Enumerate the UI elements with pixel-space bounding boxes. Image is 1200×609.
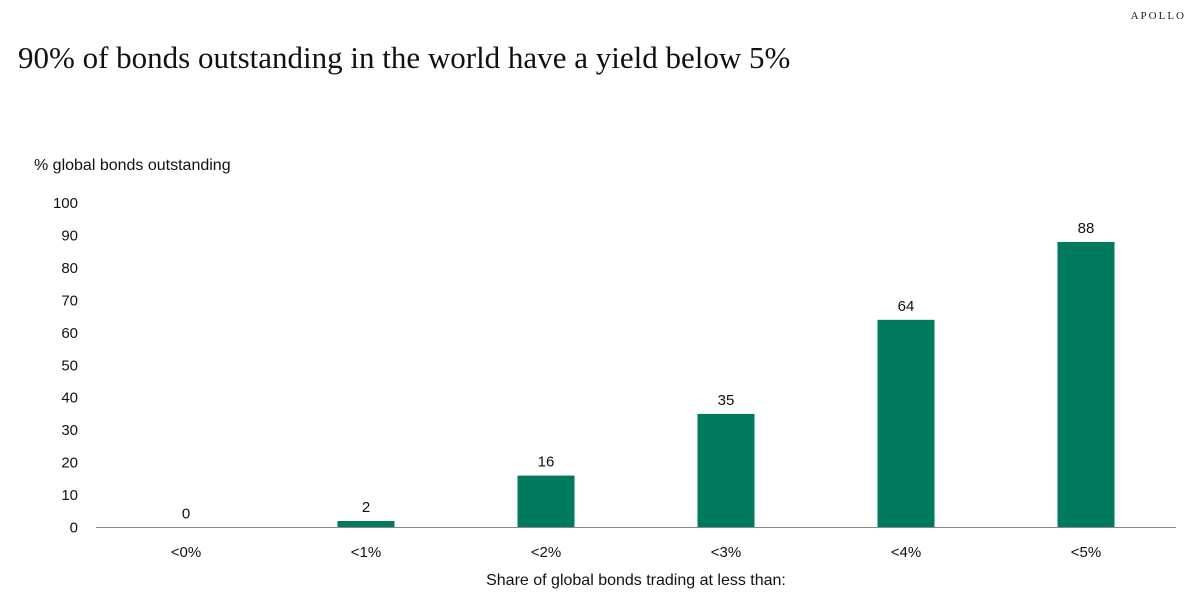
y-tick-label: 80 <box>61 260 78 277</box>
bar-value-label: 16 <box>538 454 555 471</box>
bar-value-label: 35 <box>718 392 735 409</box>
x-axis-label: Share of global bonds trading at less th… <box>486 572 786 589</box>
y-tick-label: 50 <box>61 357 78 374</box>
bar <box>877 319 935 528</box>
x-tick-label: <3% <box>711 544 741 561</box>
x-tick-label: <0% <box>171 544 201 561</box>
y-axis-label: % global bonds outstanding <box>34 157 231 174</box>
bars <box>337 241 1115 528</box>
data-labels: 0 2 16 35 64 88 <box>182 220 1095 523</box>
y-tick-label: 40 <box>61 390 78 407</box>
y-tick-label: 0 <box>70 520 78 537</box>
chart-title: 90% of bonds outstanding in the world ha… <box>18 40 791 75</box>
x-tick-label: <1% <box>351 544 381 561</box>
bar-value-label: 2 <box>362 499 370 516</box>
y-tick-label: 60 <box>61 325 78 342</box>
bar <box>337 521 395 528</box>
bar-value-label: 0 <box>182 506 190 523</box>
y-tick-label: 90 <box>61 227 78 244</box>
bar <box>697 413 755 528</box>
y-tick-label: 100 <box>53 195 78 212</box>
x-tick-label: <5% <box>1071 544 1101 561</box>
x-tick-label: <2% <box>531 544 561 561</box>
y-axis-ticks: 0 10 20 30 40 50 60 70 80 90 100 <box>53 195 78 537</box>
y-tick-label: 30 <box>61 422 78 439</box>
x-axis-ticks: <0% <1% <2% <3% <4% <5% <box>171 544 1101 561</box>
bar-value-label: 64 <box>898 298 915 315</box>
y-tick-label: 10 <box>61 487 78 504</box>
x-tick-label: <4% <box>891 544 921 561</box>
brand-logo-text: APOLLO <box>1130 10 1186 22</box>
bar <box>1057 241 1115 528</box>
bar <box>517 475 575 528</box>
y-tick-label: 20 <box>61 455 78 472</box>
y-tick-label: 70 <box>61 292 78 309</box>
bar-value-label: 88 <box>1078 220 1095 237</box>
